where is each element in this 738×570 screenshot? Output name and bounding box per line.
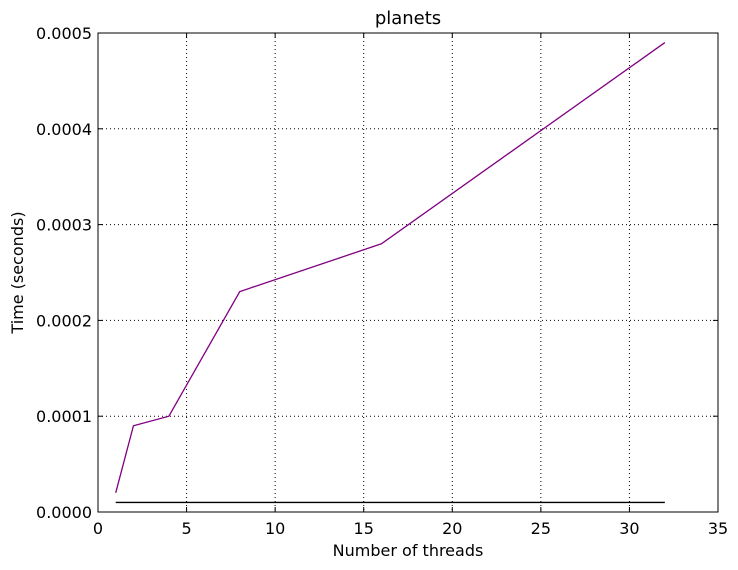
x-tick-label: 15 bbox=[354, 519, 374, 538]
y-tick-label: 0.0000 bbox=[36, 503, 92, 522]
x-tick-label: 5 bbox=[181, 519, 191, 538]
x-tick-label: 10 bbox=[265, 519, 285, 538]
y-tick-label: 0.0004 bbox=[36, 120, 92, 139]
chart-title: planets bbox=[375, 8, 441, 29]
tick-marks bbox=[97, 32, 719, 513]
x-tick-label: 30 bbox=[619, 519, 639, 538]
y-tick-label: 0.0001 bbox=[36, 407, 92, 426]
x-tick-label: 35 bbox=[708, 519, 728, 538]
y-tick-label: 0.0003 bbox=[36, 216, 92, 235]
grid-lines bbox=[98, 33, 718, 512]
x-axis-label: Number of threads bbox=[333, 541, 484, 560]
series-line-1 bbox=[115, 42, 666, 494]
plot-frame bbox=[97, 32, 719, 513]
x-tick-label: 0 bbox=[93, 519, 103, 538]
x-tick-label: 25 bbox=[531, 519, 551, 538]
y-tick-label: 0.0002 bbox=[36, 311, 92, 330]
series-lines bbox=[115, 42, 666, 504]
y-tick-label: 0.0005 bbox=[36, 24, 92, 43]
y-axis-label: Time (seconds) bbox=[8, 211, 27, 334]
x-tick-label: 20 bbox=[442, 519, 462, 538]
tick-labels: 0 5 10 15 20 25 30 35 0.0000 0.0001 0.0002 0.0003 0.… bbox=[36, 24, 728, 538]
